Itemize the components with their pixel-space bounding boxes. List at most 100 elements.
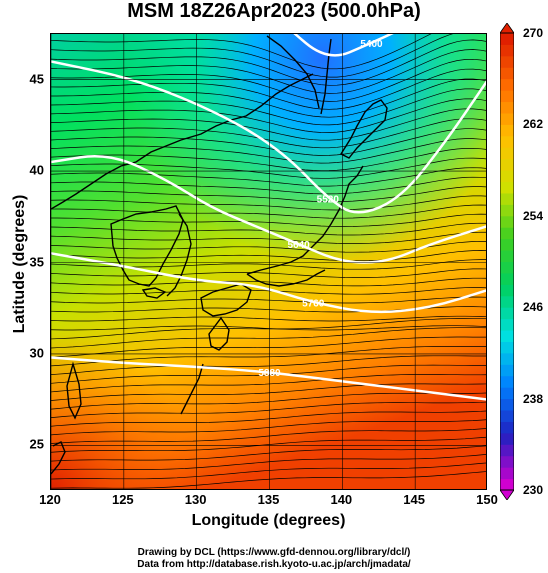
colorbar-cell — [500, 341, 514, 354]
x-tick-label: 130 — [184, 492, 207, 507]
streamline — [51, 118, 486, 149]
contour-line — [293, 34, 394, 57]
colorbar-cell — [500, 284, 514, 297]
streamline — [51, 383, 486, 401]
streamline — [51, 327, 486, 349]
y-tick-label: 30 — [29, 345, 44, 361]
x-tick-label: 135 — [257, 492, 280, 507]
streamline — [51, 34, 432, 70]
colorbar-cell — [500, 90, 514, 103]
colorbar-tick-label: 230 — [523, 483, 544, 497]
colorbar-cell — [500, 44, 514, 57]
colorbar-cell — [500, 112, 514, 125]
streamline — [51, 471, 486, 489]
streamline — [51, 128, 486, 156]
y-tick-label: 35 — [29, 254, 44, 269]
streamline — [51, 204, 486, 219]
colorbar-cell — [500, 204, 514, 217]
streamline — [51, 419, 486, 436]
streamline — [51, 336, 486, 358]
streamline — [51, 392, 486, 410]
y-tick-label: 25 — [29, 436, 44, 452]
credit-drawing: Drawing by DCL (https://www.gfd-dennou.o… — [137, 547, 411, 558]
colorbar-cell — [500, 330, 514, 342]
streamline — [51, 325, 486, 331]
credit-data: Data from http://database.rish.kyoto-u.a… — [137, 559, 411, 570]
colorbar-cell — [500, 421, 514, 434]
colorbar-cell — [500, 158, 514, 171]
streamline — [51, 410, 486, 427]
colorbar-cell — [500, 307, 514, 320]
streamline — [51, 78, 486, 118]
streamline — [51, 195, 486, 211]
colorbar-tick-label: 270 — [523, 26, 544, 40]
streamline — [51, 364, 486, 384]
x-axis-label: Longitude (degrees) — [191, 512, 346, 529]
streamline — [51, 49, 486, 94]
streamline — [51, 317, 486, 340]
colorbar-cell — [500, 410, 514, 422]
colorbar-cell — [500, 364, 514, 377]
colorbar-cell — [500, 261, 514, 274]
contour-label: 5520 — [317, 195, 340, 206]
streamline — [51, 176, 486, 195]
streamline — [51, 34, 454, 78]
colorbar-cell — [500, 78, 514, 91]
colorbar-cell — [500, 33, 514, 45]
x-tick-label: 145 — [403, 492, 426, 507]
colorbar-cell — [500, 192, 514, 205]
colorbar-cell — [500, 375, 514, 388]
colorbar-cell — [500, 467, 514, 480]
coastlines — [51, 35, 388, 475]
colorbar-cell — [500, 238, 514, 251]
colorbar-cell — [500, 67, 514, 80]
map-title: MSM 18Z26Apr2023 (500.0hPa) — [127, 0, 421, 22]
streamline — [51, 68, 486, 110]
streamline — [51, 157, 486, 179]
streamline — [51, 39, 486, 86]
colorbar-cell — [500, 55, 514, 68]
colorbar-tick-label: 238 — [523, 391, 544, 406]
colorbar-cell — [500, 101, 514, 114]
colorbar-cell — [500, 181, 514, 194]
colorbar-cell — [500, 398, 514, 411]
lat-lon-grid — [51, 34, 486, 489]
contour-line — [51, 252, 486, 314]
colorbar-cell — [500, 227, 514, 240]
colorbar-cell — [500, 352, 514, 365]
streamline — [51, 445, 486, 462]
x-tick-label: 120 — [39, 492, 61, 507]
x-tick-label: 140 — [330, 492, 353, 507]
streamline — [51, 148, 486, 172]
streamline — [51, 315, 486, 322]
streamline — [51, 108, 486, 141]
colorbar-cell — [500, 432, 514, 445]
colorbar-tick-label: 254 — [523, 208, 544, 223]
colorbar-cell — [500, 250, 514, 262]
colorbar-tick-label: 246 — [523, 300, 544, 315]
colorbar-cell — [500, 478, 514, 491]
colorbar-cell — [500, 444, 514, 457]
streamline — [51, 138, 486, 164]
colorbar-cell — [500, 124, 514, 137]
y-tick-label: 40 — [29, 162, 44, 178]
map-plot-area: 5400 5520 5640 5760 5880 — [50, 33, 487, 490]
contour-line — [51, 154, 486, 264]
streamline — [51, 436, 486, 453]
colorbar-cell — [500, 170, 514, 183]
contour-line — [51, 356, 486, 401]
colorbar-cell — [500, 215, 514, 228]
streamline — [51, 88, 486, 126]
contour-label: 5640 — [288, 240, 311, 251]
streamlines — [51, 34, 486, 489]
streamline — [51, 355, 486, 376]
streamline — [51, 346, 486, 367]
streamline — [51, 186, 486, 203]
contour-label: 5400 — [360, 39, 383, 50]
streamline — [51, 213, 486, 227]
contour-label: 5760 — [302, 299, 325, 310]
streamline — [51, 454, 486, 471]
colorbar-cell — [500, 147, 514, 160]
streamline — [51, 428, 486, 444]
